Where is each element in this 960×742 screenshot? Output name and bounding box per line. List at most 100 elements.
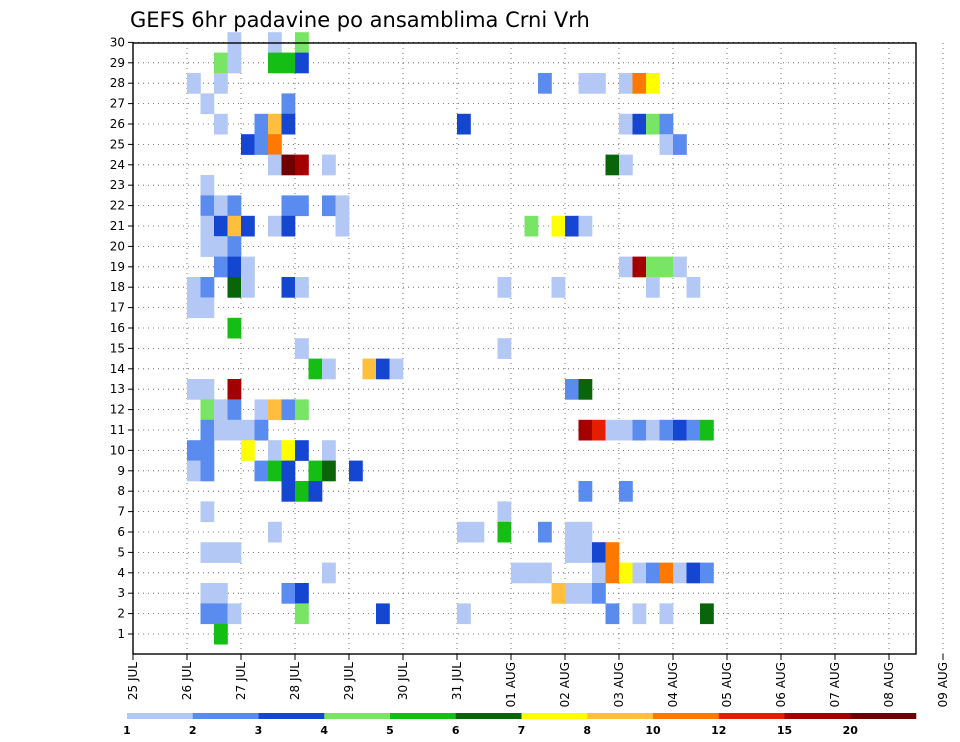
heatmap-cell <box>295 277 309 298</box>
heatmap-cell <box>659 603 674 625</box>
heatmap-cell <box>281 440 296 461</box>
heatmap-cell <box>200 195 215 217</box>
heatmap-cell <box>268 460 282 482</box>
heatmap-cell <box>578 419 593 441</box>
heatmap-cell <box>200 501 215 523</box>
y-tick-label: 19 <box>110 260 125 274</box>
y-tick-label: 24 <box>110 158 125 172</box>
heatmap-cell <box>565 215 579 237</box>
heatmap-cell <box>241 256 255 278</box>
heatmap-cell <box>619 419 633 441</box>
heatmap-cell <box>497 501 512 523</box>
heatmap-cell <box>268 52 282 74</box>
colorbar-segment <box>718 713 785 719</box>
heatmap-cell <box>227 399 242 421</box>
heatmap-cell <box>646 419 660 441</box>
colorbar-segment <box>324 713 391 719</box>
heatmap-cell <box>187 460 201 482</box>
heatmap-cell <box>632 113 647 135</box>
heatmap-cell <box>686 277 701 298</box>
y-tick-label: 26 <box>110 117 125 131</box>
heatmap-cell <box>335 215 350 237</box>
heatmap-cell <box>295 481 309 502</box>
heatmap-cell <box>268 399 282 421</box>
heatmap-cell <box>187 73 201 94</box>
heatmap-cell <box>295 52 309 74</box>
x-tick-label: 30 JUL <box>396 662 410 700</box>
heatmap-cell <box>214 52 228 74</box>
colorbar-label: 4 <box>320 724 328 737</box>
y-tick-label: 15 <box>110 341 125 355</box>
heatmap-cell <box>200 583 215 604</box>
colorbar-segment <box>455 713 522 719</box>
heatmap-cell <box>200 277 215 298</box>
heatmap-cell <box>187 297 201 319</box>
y-tick-label: 3 <box>117 586 125 600</box>
heatmap-cell <box>524 562 539 584</box>
heatmap-cell <box>511 562 525 584</box>
y-tick-label: 12 <box>110 403 125 417</box>
heatmap-cell <box>281 583 296 604</box>
heatmap-cell <box>200 542 215 563</box>
heatmap-cell <box>632 603 647 625</box>
heatmap-cell <box>551 215 566 237</box>
heatmap-cell <box>592 542 606 563</box>
heatmap-cell <box>700 419 714 441</box>
heatmap-cell <box>322 195 336 217</box>
heatmap-cell <box>295 583 309 604</box>
heatmap-cell <box>619 113 633 135</box>
heatmap-cell <box>214 542 228 563</box>
heatmap-cell <box>214 419 228 441</box>
heatmap-cell <box>457 113 471 135</box>
y-tick-label: 2 <box>117 607 125 621</box>
heatmap-cell <box>646 73 660 94</box>
y-tick-label: 9 <box>117 464 125 478</box>
heatmap-cell <box>565 379 579 400</box>
heatmap-cell <box>227 256 242 278</box>
heatmap-cell <box>241 419 255 441</box>
colorbar-label: 12 <box>711 724 726 737</box>
heatmap-cell <box>524 215 539 237</box>
heatmap-cell <box>227 603 242 625</box>
heatmap-cell <box>241 277 255 298</box>
heatmap-cell <box>632 256 647 278</box>
heatmap-cell <box>578 521 593 543</box>
x-tick-label: 03 AUG <box>612 662 626 707</box>
heatmap-cell <box>578 73 593 94</box>
heatmap-cell <box>241 215 255 237</box>
heatmap-cell <box>268 134 282 155</box>
heatmap-cell <box>538 521 552 543</box>
colorbar-label: 10 <box>645 724 661 737</box>
x-tick-label: 26 JUL <box>180 662 194 700</box>
heatmap-cell <box>295 338 309 359</box>
heatmap-cell <box>214 73 228 94</box>
heatmap-cell <box>551 583 566 604</box>
heatmap-cell <box>322 154 336 176</box>
heatmap-cell <box>349 460 363 482</box>
heatmap-cell <box>268 440 282 461</box>
heatmap-cell <box>200 603 215 625</box>
y-tick-label: 25 <box>110 137 125 151</box>
heatmap-cell <box>214 256 228 278</box>
x-tick-label: 06 AUG <box>774 662 788 707</box>
y-tick-label: 27 <box>110 97 125 111</box>
heatmap-cell <box>322 460 336 482</box>
heatmap-cell <box>646 256 660 278</box>
heatmap-cell <box>200 297 215 319</box>
heatmap-cell <box>659 113 674 135</box>
colorbar-label: 5 <box>386 724 394 737</box>
heatmap-cell <box>700 562 714 584</box>
colorbar-label: 7 <box>518 724 526 737</box>
heatmap-cell <box>551 277 566 298</box>
y-tick-label: 16 <box>110 321 125 335</box>
heatmap-cell <box>673 562 687 584</box>
heatmap-cell <box>659 134 674 155</box>
heatmap-cell <box>578 379 593 400</box>
chart-title: GEFS 6hr padavine po ansamblima Crni Vrh <box>130 8 590 32</box>
y-tick-label: 7 <box>117 505 125 519</box>
heatmap-cell <box>268 215 282 237</box>
heatmap-cell <box>686 419 701 441</box>
y-tick-label: 17 <box>110 301 125 315</box>
heatmap-cell <box>227 52 242 74</box>
colorbar-segment <box>784 713 851 719</box>
